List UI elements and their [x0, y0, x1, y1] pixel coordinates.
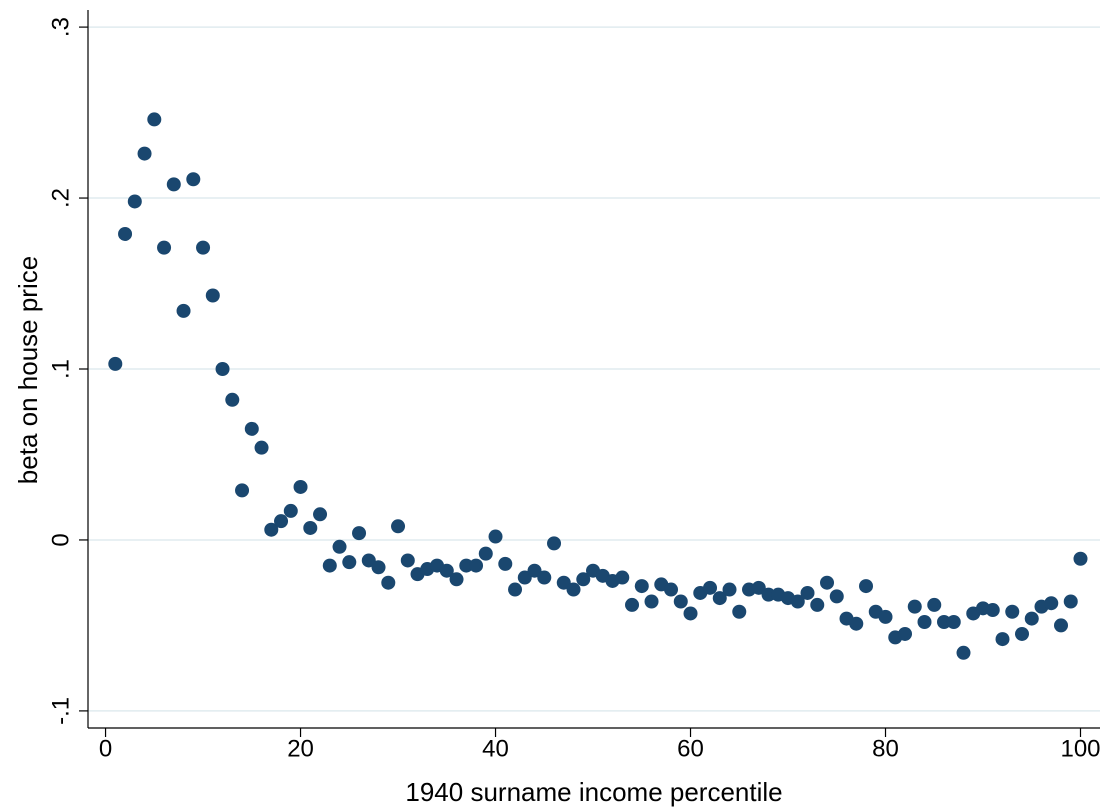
- y-tick-label: .1: [47, 359, 74, 379]
- point: [722, 582, 737, 597]
- point: [927, 597, 942, 612]
- x-tick-label: 20: [287, 735, 314, 762]
- point: [566, 582, 581, 597]
- point: [361, 553, 376, 568]
- point: [254, 440, 269, 455]
- point: [235, 483, 250, 498]
- point: [673, 594, 688, 609]
- point: [859, 579, 874, 594]
- point: [712, 591, 727, 606]
- x-tick-label: 60: [677, 735, 704, 762]
- point: [849, 616, 864, 631]
- point: [1054, 618, 1069, 633]
- point: [439, 563, 454, 578]
- point: [381, 575, 396, 590]
- y-tick-label: .3: [47, 17, 74, 37]
- point: [956, 645, 971, 660]
- point: [400, 553, 415, 568]
- point: [1044, 596, 1059, 611]
- point: [147, 112, 162, 127]
- point: [137, 146, 152, 161]
- point: [1015, 626, 1030, 641]
- point: [332, 539, 347, 554]
- point: [176, 303, 191, 318]
- point: [205, 288, 220, 303]
- point: [264, 522, 279, 537]
- x-tick-label: 0: [99, 735, 112, 762]
- point: [459, 558, 474, 573]
- point: [907, 599, 922, 614]
- point: [800, 585, 815, 600]
- point: [371, 560, 386, 575]
- point: [303, 520, 318, 535]
- point: [790, 594, 805, 609]
- point: [498, 556, 513, 571]
- point: [527, 563, 542, 578]
- point: [449, 572, 464, 587]
- point: [829, 589, 844, 604]
- point: [469, 558, 484, 573]
- point: [215, 362, 230, 376]
- point: [127, 194, 142, 209]
- point: [751, 580, 766, 595]
- x-tick-label: 100: [1060, 735, 1100, 762]
- point: [478, 546, 493, 561]
- point: [615, 570, 630, 585]
- point: [761, 587, 776, 602]
- point: [322, 558, 337, 573]
- point: [293, 479, 308, 494]
- point: [391, 519, 406, 534]
- y-tick-label: .2: [47, 188, 74, 208]
- point: [556, 575, 571, 590]
- point: [166, 177, 181, 192]
- y-tick-label: 0: [47, 533, 74, 546]
- point: [1073, 551, 1088, 566]
- point: [1024, 611, 1039, 626]
- point: [625, 597, 640, 612]
- point: [878, 609, 893, 624]
- point: [352, 526, 367, 541]
- point: [703, 580, 718, 595]
- point: [946, 615, 961, 630]
- point: [274, 514, 289, 529]
- point: [118, 226, 133, 241]
- point: [820, 575, 835, 590]
- point: [342, 555, 357, 570]
- point: [225, 392, 240, 407]
- point: [732, 604, 747, 619]
- point: [488, 529, 503, 544]
- point: [157, 240, 172, 255]
- point: [196, 240, 211, 255]
- x-axis-title: 1940 surname income percentile: [405, 777, 782, 807]
- point: [517, 570, 532, 585]
- point: [683, 606, 698, 621]
- point: [810, 597, 825, 612]
- point: [576, 572, 591, 587]
- point: [283, 503, 298, 518]
- point: [1005, 604, 1020, 619]
- y-tick-label: -.1: [47, 697, 74, 725]
- x-tick-label: 80: [872, 735, 899, 762]
- point: [547, 536, 562, 551]
- point: [898, 626, 913, 641]
- point: [1063, 594, 1078, 609]
- point: [995, 632, 1010, 647]
- point: [108, 356, 123, 371]
- x-tick-label: 40: [482, 735, 509, 762]
- point: [244, 421, 259, 436]
- y-axis-title: beta on house price: [13, 256, 43, 484]
- point: [937, 615, 952, 630]
- point: [644, 594, 659, 609]
- point: [917, 615, 932, 630]
- point: [985, 603, 1000, 618]
- point: [664, 582, 679, 597]
- point: [186, 172, 201, 187]
- point: [508, 582, 523, 597]
- point: [313, 507, 328, 522]
- point: [634, 579, 649, 594]
- point: [537, 570, 552, 585]
